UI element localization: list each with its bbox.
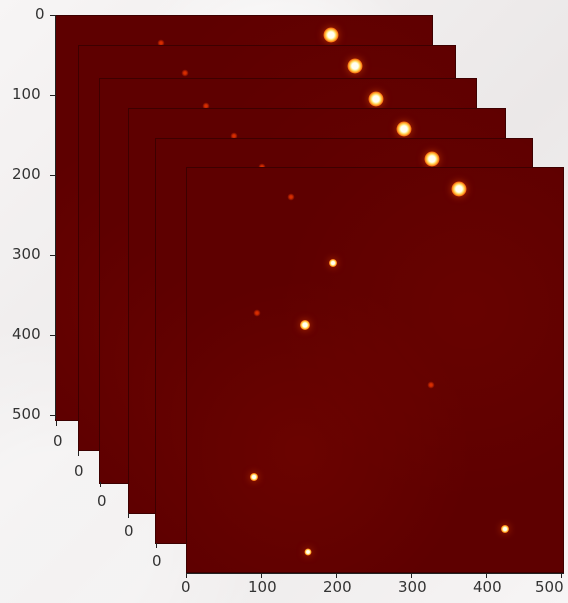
small-star (304, 548, 312, 556)
bright-star (451, 181, 467, 197)
y-tick-label-400: 400 (12, 325, 41, 343)
panel-5-x-tick (156, 543, 157, 548)
y-tick-100 (50, 95, 55, 96)
medium-star (300, 320, 310, 330)
x-tick-100 (261, 573, 262, 578)
x-tick-label-300: 300 (398, 578, 427, 596)
faint-source (181, 69, 189, 77)
y-tick-label-500: 500 (12, 405, 41, 423)
bright-star (323, 27, 339, 43)
panel-1-x-zero: 0 (53, 432, 63, 450)
bright-star (424, 151, 440, 167)
bright-star (347, 58, 363, 74)
bright-star (368, 91, 384, 107)
image-panel-6 (186, 167, 564, 573)
y-tick-400 (50, 335, 55, 336)
y-tick-label-200: 200 (12, 165, 41, 183)
y-tick-500 (50, 415, 55, 416)
medium-star (329, 259, 337, 267)
faint-source (157, 39, 165, 47)
x-tick-label-400: 400 (473, 578, 502, 596)
faint-source (202, 102, 210, 110)
panel-3-x-tick (100, 482, 101, 487)
y-tick-label-100: 100 (12, 85, 41, 103)
y-tick-label-0: 0 (35, 5, 45, 23)
x-tick-300 (411, 573, 412, 578)
y-axis-line (55, 15, 56, 419)
panel-5-x-zero: 0 (152, 552, 162, 570)
faint-source (230, 132, 238, 140)
x-tick-label-200: 200 (323, 578, 352, 596)
x-tick-label-100: 100 (248, 578, 277, 596)
small-star (501, 525, 509, 533)
panel-2-x-zero: 0 (74, 462, 84, 480)
x-tick-200 (336, 573, 337, 578)
y-tick-300 (50, 255, 55, 256)
x-tick-label-0: 0 (181, 578, 191, 596)
y-tick-200 (50, 175, 55, 176)
x-axis-line (186, 573, 564, 574)
panel-3-x-zero: 0 (97, 492, 107, 510)
faint-source (427, 381, 435, 389)
faint-source (287, 193, 295, 201)
faint-source (253, 309, 261, 317)
panel-4-x-tick (128, 513, 129, 518)
panel-2-x-tick (78, 451, 79, 456)
x-tick-0 (186, 573, 187, 578)
x-tick-400 (486, 573, 487, 578)
x-tick-500 (561, 573, 562, 578)
x-tick-label-500: 500 (535, 578, 564, 596)
bright-star (396, 121, 412, 137)
panel-4-x-zero: 0 (124, 522, 134, 540)
small-star (250, 473, 258, 481)
panel-1-x-tick (56, 421, 57, 426)
y-tick-label-300: 300 (12, 245, 41, 263)
y-tick-0 (50, 15, 55, 16)
